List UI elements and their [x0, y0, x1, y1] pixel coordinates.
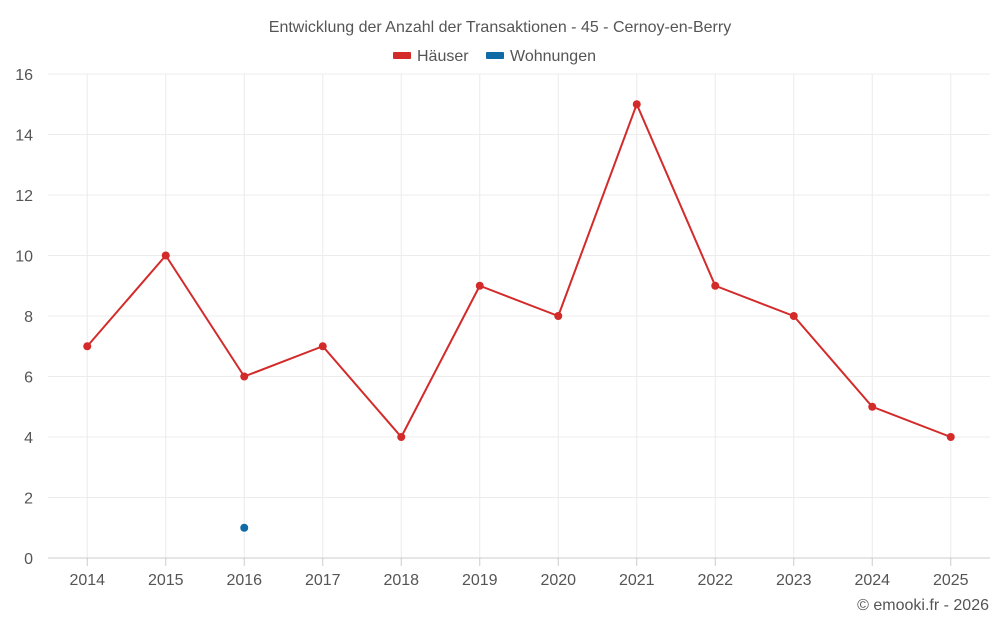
data-point[interactable] [632, 100, 641, 109]
gridlines [48, 73, 990, 558]
x-tick-label: 2016 [226, 572, 262, 589]
legend: Häuser Wohnungen [393, 48, 596, 65]
x-tick-label: 2015 [148, 572, 184, 589]
x-tick-label: 2023 [776, 572, 812, 589]
series-wohnungen [240, 523, 249, 532]
x-axis-ticks: 2014 2015 2016 2017 2018 2019 2020 2021 2022 2023… [69, 572, 968, 589]
x-tick-label: 2018 [383, 572, 419, 589]
y-tick-label: 10 [15, 249, 33, 266]
data-point[interactable] [240, 372, 249, 381]
x-tick-label: 2017 [305, 572, 341, 589]
y-tick-label: 12 [15, 188, 33, 205]
y-tick-label: 2 [24, 491, 33, 508]
y-axis-ticks: 0 2 4 6 8 10 12 14 16 [15, 67, 33, 568]
data-point[interactable] [554, 312, 563, 320]
data-point[interactable] [83, 342, 92, 351]
legend-item-haeuser[interactable]: Häuser [393, 48, 469, 65]
data-point[interactable] [397, 433, 406, 441]
x-tick-label: 2021 [619, 572, 655, 589]
y-tick-label: 14 [15, 128, 33, 145]
y-tick-label: 6 [24, 370, 33, 387]
x-tick-label: 2019 [462, 572, 498, 589]
chart-title: Entwicklung der Anzahl der Transaktionen… [269, 19, 731, 36]
data-point[interactable] [868, 402, 877, 411]
x-tick-label: 2025 [933, 572, 969, 589]
data-point[interactable] [711, 281, 720, 290]
data-point[interactable] [318, 342, 327, 351]
legend-label-wohnungen: Wohnungen [510, 48, 596, 65]
x-tick-label: 2022 [697, 572, 733, 589]
legend-swatch-haeuser [393, 52, 411, 59]
series-line [86, 103, 952, 438]
y-tick-label: 8 [24, 309, 33, 326]
data-point[interactable] [946, 433, 955, 441]
legend-item-wohnungen[interactable]: Wohnungen [486, 48, 596, 65]
axes [48, 557, 990, 566]
data-point[interactable] [475, 281, 484, 290]
legend-swatch-wohnungen [486, 52, 504, 59]
data-point[interactable] [789, 312, 798, 320]
x-tick-label: 2014 [69, 572, 105, 589]
data-point[interactable] [240, 523, 249, 532]
x-tick-label: 2024 [854, 572, 890, 589]
y-tick-label: 16 [15, 67, 33, 84]
credit-text: © emooki.fr - 2026 [857, 597, 989, 614]
y-tick-label: 4 [24, 430, 33, 447]
legend-label-haeuser: Häuser [417, 48, 469, 65]
series [83, 100, 955, 532]
y-tick-label: 0 [24, 551, 33, 568]
series-haeuser [83, 100, 955, 441]
data-point[interactable] [161, 251, 170, 260]
x-tick-label: 2020 [540, 572, 576, 589]
